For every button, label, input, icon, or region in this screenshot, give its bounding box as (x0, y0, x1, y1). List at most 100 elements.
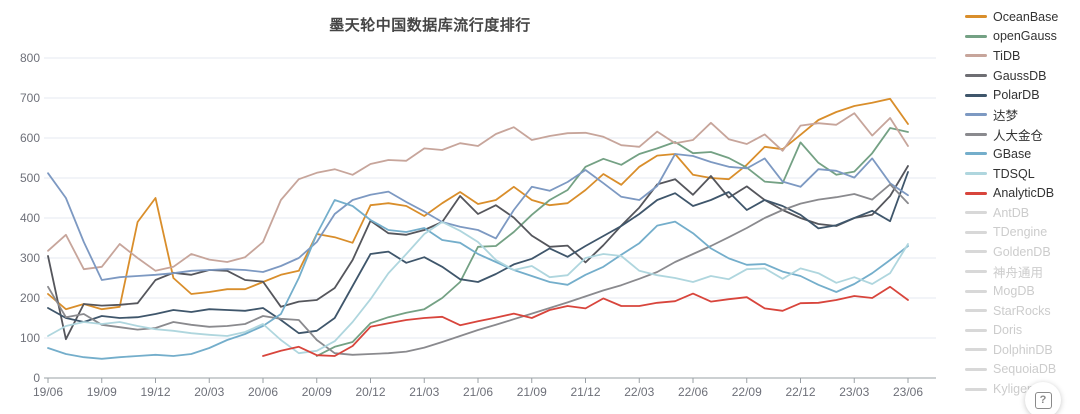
legend-item-OceanBase[interactable]: OceanBase (960, 7, 1080, 27)
legend-swatch (965, 387, 987, 391)
legend-item-label: 人大金仓 (993, 128, 1044, 143)
legend-swatch (965, 328, 987, 332)
legend-item-label: TDSQL (993, 166, 1035, 181)
legend-swatch (965, 152, 987, 156)
y-axis-label: 400 (20, 211, 40, 225)
legend-item-label: AnalyticDB (993, 186, 1055, 201)
x-axis-label: 20/12 (355, 385, 385, 399)
x-axis-label: 22/09 (732, 385, 762, 399)
legend-item-AntDB[interactable]: AntDB (960, 203, 1080, 223)
series-line-人大金仓 (47, 183, 909, 356)
legend-item-TDSQL[interactable]: TDSQL (960, 164, 1080, 184)
legend-swatch (965, 54, 987, 58)
x-axis-label: 23/06 (893, 385, 923, 399)
legend-item-GBase[interactable]: GBase (960, 144, 1080, 164)
chart-legend: OceanBase openGauss TiDB GaussDB PolarDB 达梦人大… (960, 0, 1080, 414)
x-axis-label: 21/06 (463, 385, 493, 399)
x-axis-label: 20/09 (302, 385, 332, 399)
legend-item-label: 神舟通用 (993, 266, 1044, 281)
y-axis-label: 700 (20, 91, 40, 105)
legend-item-MogDB[interactable]: MogDB (960, 281, 1080, 301)
legend-item-GoldenDB[interactable]: GoldenDB (960, 242, 1080, 262)
legend-item-label: GoldenDB (993, 244, 1051, 259)
series-line-TDSQL (47, 221, 909, 355)
y-axis-label: 800 (20, 51, 40, 65)
legend-swatch (965, 93, 987, 97)
legend-item-TiDB[interactable]: TiDB (960, 46, 1080, 66)
legend-item-label: MogDB (993, 284, 1035, 299)
legend-item-达梦[interactable]: 达梦 (960, 105, 1080, 125)
x-axis-label: 19/06 (33, 385, 63, 399)
plot[interactable]: 0 100 200 300 400 500 600 700 800 19/06 19/09 19/12… (0, 0, 960, 414)
y-axis-label: 100 (20, 331, 40, 345)
x-axis-label: 22/12 (785, 385, 815, 399)
legend-item-label: GaussDB (993, 68, 1047, 83)
y-axis-label: 600 (20, 131, 40, 145)
series-line-达梦 (47, 153, 909, 281)
x-axis-label: 23/03 (839, 385, 869, 399)
legend-swatch (965, 289, 987, 293)
legend-item-label: AntDB (993, 205, 1030, 220)
legend-swatch (965, 34, 987, 38)
x-axis-label: 22/06 (678, 385, 708, 399)
legend-item-SequoiaDB[interactable]: SequoiaDB (960, 360, 1080, 380)
legend-swatch (965, 74, 987, 78)
series-line-GBase (47, 199, 909, 360)
legend-swatch (965, 172, 987, 176)
question-mark-icon: ? (1034, 391, 1052, 409)
legend-item-DolphinDB[interactable]: DolphinDB (960, 340, 1080, 360)
legend-swatch (965, 270, 987, 274)
popularity-chart[interactable]: 墨天轮中国数据库流行度排行 0 100 200 300 400 500 600 700 800 1… (0, 0, 960, 414)
legend-swatch (965, 15, 987, 19)
legend-swatch (965, 250, 987, 254)
legend-item-TDengine[interactable]: TDengine (960, 223, 1080, 243)
legend-swatch (965, 348, 987, 352)
legend-swatch (965, 367, 987, 371)
y-axis-label: 0 (33, 371, 40, 385)
legend-swatch (965, 132, 987, 136)
x-axis-label: 21/09 (517, 385, 547, 399)
legend-item-label: TDengine (993, 225, 1048, 240)
x-axis-label: 19/09 (87, 385, 117, 399)
legend-item-StarRocks[interactable]: StarRocks (960, 301, 1080, 321)
legend-item-人大金仓[interactable]: 人大金仓 (960, 125, 1080, 145)
legend-swatch (965, 191, 987, 195)
y-axis-label: 200 (20, 291, 40, 305)
legend-item-label: SequoiaDB (993, 362, 1057, 377)
legend-item-GaussDB[interactable]: GaussDB (960, 66, 1080, 86)
series-line-OceanBase (47, 97, 909, 311)
help-button[interactable]: ? (1025, 382, 1061, 414)
series-line-openGauss (315, 127, 909, 357)
legend-item-label: Doris (993, 323, 1023, 338)
legend-item-label: OceanBase (993, 9, 1059, 24)
legend-item-label: 达梦 (993, 109, 1019, 124)
legend-item-Kyligence[interactable]: Kyligence (960, 379, 1080, 399)
chart-title: 墨天轮中国数据库流行度排行 (329, 17, 531, 34)
series-line-TiDB (47, 112, 909, 272)
series-line-GaussDB (47, 165, 909, 341)
legend-item-label: openGauss (993, 29, 1057, 44)
legend-swatch (965, 230, 987, 234)
legend-item-AnalyticDB[interactable]: AnalyticDB (960, 183, 1080, 203)
legend-item-label: TiDB (993, 48, 1021, 63)
x-axis-label: 19/12 (140, 385, 170, 399)
legend-item-label: StarRocks (993, 303, 1051, 318)
series-line-AnalyticDB (262, 285, 909, 357)
legend-item-label: DolphinDB (993, 342, 1053, 357)
legend-swatch (965, 113, 987, 117)
x-axis-label: 20/06 (248, 385, 278, 399)
legend-item-openGauss[interactable]: openGauss (960, 27, 1080, 47)
series-line-PolarDB (47, 171, 909, 335)
x-axis-label: 22/03 (624, 385, 654, 399)
y-axis-label: 500 (20, 171, 40, 185)
y-axis-label: 300 (20, 251, 40, 265)
x-axis-label: 21/12 (570, 385, 600, 399)
legend-item-Doris[interactable]: Doris (960, 321, 1080, 341)
legend-swatch (965, 309, 987, 313)
legend-swatch (965, 211, 987, 215)
x-axis-label: 20/03 (194, 385, 224, 399)
legend-item-神舟通用[interactable]: 神舟通用 (960, 262, 1080, 282)
legend-item-label: PolarDB (993, 88, 1040, 103)
legend-item-PolarDB[interactable]: PolarDB (960, 85, 1080, 105)
